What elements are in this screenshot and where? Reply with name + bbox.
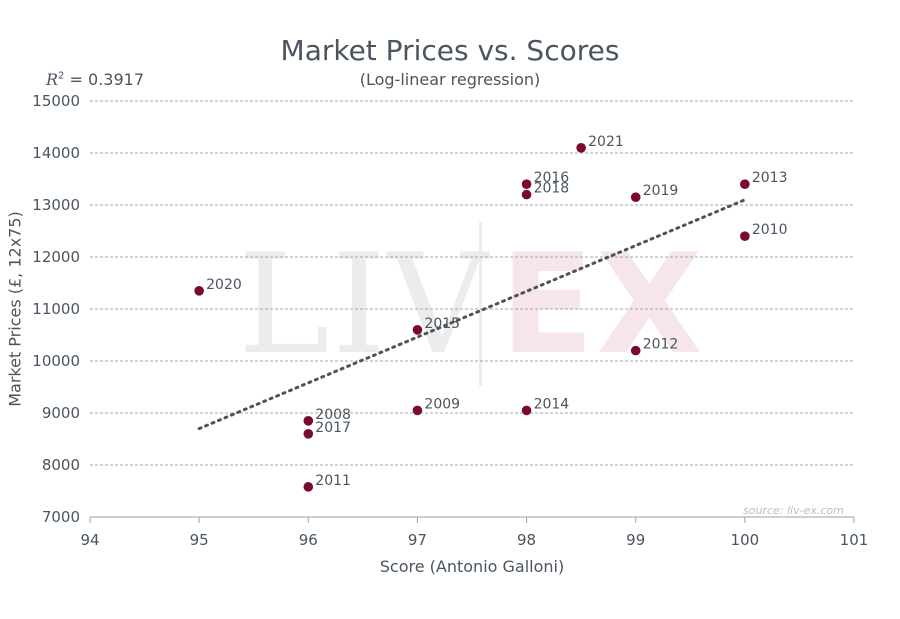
data-point xyxy=(630,345,641,356)
x-tick-label: 94 xyxy=(80,531,99,549)
data-point-label: 2014 xyxy=(534,396,570,412)
r-squared-annotation: R2 = 0.3917 xyxy=(46,70,144,89)
x-tick-label: 99 xyxy=(626,531,645,549)
watermark-separator xyxy=(479,222,482,386)
source-note: source: liv-ex.com xyxy=(743,504,844,517)
data-point-label: 2018 xyxy=(534,181,570,197)
data-point xyxy=(740,179,750,189)
data-point xyxy=(630,192,641,202)
data-point xyxy=(303,482,314,492)
watermark-liv: LIV xyxy=(238,224,490,385)
data-point-label: 2013 xyxy=(752,170,788,186)
data-point-label: 2019 xyxy=(643,183,679,199)
watermark-ex: EX xyxy=(500,224,705,385)
x-tick-label: 98 xyxy=(517,531,536,549)
data-point xyxy=(412,325,423,335)
gridlines xyxy=(90,100,854,518)
data-point xyxy=(521,405,532,416)
r-squared-value: = 0.3917 xyxy=(69,70,144,89)
y-tick-label: 14000 xyxy=(32,144,80,162)
axes: 7000 8000 9000 10000 11000 12000 13000 14000 150… xyxy=(32,92,868,549)
data-point-label: 2020 xyxy=(206,277,242,293)
data-point-label: 2010 xyxy=(752,222,788,238)
data-point-label: 2008 xyxy=(315,407,351,423)
data-point xyxy=(303,416,314,426)
data-point xyxy=(521,189,532,200)
y-tick-label: 10000 xyxy=(32,352,80,370)
data-point xyxy=(194,286,204,296)
chart-title: Market Prices vs. Scores xyxy=(280,34,620,67)
y-axis-label: Market Prices (£, 12x75) xyxy=(5,211,25,407)
y-tick-label: 9000 xyxy=(42,404,80,422)
x-tick-label: 101 xyxy=(840,531,869,549)
data-point-label: 2015 xyxy=(424,316,460,332)
data-point xyxy=(521,179,532,189)
data-point-label: 2011 xyxy=(315,473,351,489)
x-tick-label: 95 xyxy=(190,531,209,549)
x-tick-label: 97 xyxy=(408,531,427,549)
data-point xyxy=(412,405,423,416)
chart-subtitle: (Log-linear regression) xyxy=(359,70,541,89)
trendline-group xyxy=(197,198,747,431)
y-tick-label: 15000 xyxy=(32,92,80,110)
x-tick-label: 100 xyxy=(731,531,760,549)
data-point xyxy=(576,143,586,153)
y-tick-label: 11000 xyxy=(32,300,80,318)
data-point-label: 2009 xyxy=(424,396,460,412)
x-axis-label: Score (Antonio Galloni) xyxy=(379,557,565,576)
y-tick-label: 13000 xyxy=(32,196,80,214)
data-point xyxy=(740,231,750,241)
data-point-label: 2016 xyxy=(534,170,570,186)
data-point xyxy=(303,429,314,439)
data-point-label: 2012 xyxy=(643,337,679,353)
data-point-label: 2017 xyxy=(315,420,351,436)
x-tick-label: 96 xyxy=(299,531,318,549)
y-tick-label: 12000 xyxy=(32,248,80,266)
data-point-label: 2021 xyxy=(588,134,624,150)
y-tick-label: 8000 xyxy=(42,456,80,474)
regression-trendline xyxy=(197,198,747,431)
y-tick-label: 7000 xyxy=(42,508,80,526)
